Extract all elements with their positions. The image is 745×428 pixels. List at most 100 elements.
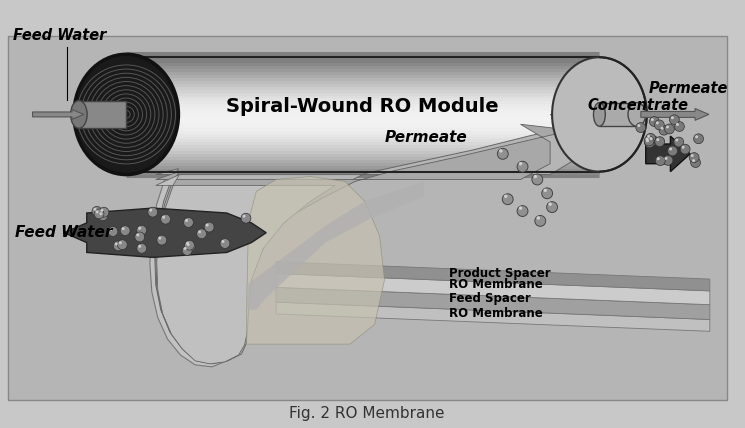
Ellipse shape xyxy=(692,159,695,162)
Polygon shape xyxy=(156,124,572,364)
Ellipse shape xyxy=(184,247,186,250)
Ellipse shape xyxy=(695,135,698,138)
Ellipse shape xyxy=(650,117,659,127)
Ellipse shape xyxy=(637,124,640,127)
Text: RO Membrane: RO Membrane xyxy=(448,279,542,291)
Ellipse shape xyxy=(71,101,87,128)
Ellipse shape xyxy=(650,137,653,140)
Ellipse shape xyxy=(628,103,646,126)
Ellipse shape xyxy=(161,214,171,224)
FancyArrow shape xyxy=(33,110,83,119)
Ellipse shape xyxy=(646,137,649,140)
Ellipse shape xyxy=(548,202,552,206)
Polygon shape xyxy=(276,302,710,331)
Ellipse shape xyxy=(137,225,147,235)
Ellipse shape xyxy=(542,188,553,199)
Polygon shape xyxy=(600,103,637,126)
Ellipse shape xyxy=(149,209,152,212)
Polygon shape xyxy=(156,175,335,364)
Ellipse shape xyxy=(183,246,192,256)
Polygon shape xyxy=(150,103,641,367)
Ellipse shape xyxy=(519,162,522,166)
Ellipse shape xyxy=(108,226,118,236)
Ellipse shape xyxy=(656,156,665,166)
Text: Spiral-Wound RO Module: Spiral-Wound RO Module xyxy=(226,97,499,116)
Ellipse shape xyxy=(655,137,665,146)
Ellipse shape xyxy=(498,149,508,159)
Polygon shape xyxy=(79,101,126,128)
Ellipse shape xyxy=(594,103,606,126)
Ellipse shape xyxy=(532,174,542,185)
Text: Fig. 2 RO Membrane: Fig. 2 RO Membrane xyxy=(289,406,445,421)
Text: Feed Spacer: Feed Spacer xyxy=(448,292,530,305)
Ellipse shape xyxy=(673,137,684,147)
Ellipse shape xyxy=(186,242,189,245)
Polygon shape xyxy=(126,57,600,172)
Ellipse shape xyxy=(504,195,507,198)
Ellipse shape xyxy=(183,217,194,227)
Ellipse shape xyxy=(547,202,557,213)
Ellipse shape xyxy=(99,212,102,215)
Ellipse shape xyxy=(115,242,118,245)
Ellipse shape xyxy=(644,136,654,146)
Ellipse shape xyxy=(644,138,655,148)
Ellipse shape xyxy=(99,207,109,217)
Ellipse shape xyxy=(139,227,141,230)
Ellipse shape xyxy=(185,219,188,222)
Polygon shape xyxy=(64,208,266,257)
Polygon shape xyxy=(247,176,384,344)
Ellipse shape xyxy=(666,125,669,128)
Ellipse shape xyxy=(675,139,678,142)
Ellipse shape xyxy=(187,243,190,246)
Ellipse shape xyxy=(120,226,130,235)
Ellipse shape xyxy=(517,205,528,217)
Ellipse shape xyxy=(646,140,649,142)
Ellipse shape xyxy=(95,211,98,214)
Ellipse shape xyxy=(101,209,104,212)
Ellipse shape xyxy=(74,54,179,175)
Ellipse shape xyxy=(659,125,669,135)
Ellipse shape xyxy=(92,206,102,216)
Ellipse shape xyxy=(543,189,547,192)
Ellipse shape xyxy=(533,175,537,178)
Ellipse shape xyxy=(535,215,545,226)
Ellipse shape xyxy=(691,154,694,157)
Ellipse shape xyxy=(118,240,127,250)
Ellipse shape xyxy=(157,235,167,245)
Ellipse shape xyxy=(691,158,700,167)
FancyArrow shape xyxy=(641,109,708,120)
Polygon shape xyxy=(276,273,710,305)
Text: Permeate: Permeate xyxy=(384,130,467,145)
Ellipse shape xyxy=(671,116,674,119)
Polygon shape xyxy=(276,262,710,291)
Text: Feed Water: Feed Water xyxy=(15,225,112,240)
Ellipse shape xyxy=(676,123,679,126)
Ellipse shape xyxy=(670,115,679,125)
Ellipse shape xyxy=(220,238,230,248)
Ellipse shape xyxy=(502,194,513,205)
Ellipse shape xyxy=(206,223,209,226)
Ellipse shape xyxy=(635,123,646,133)
Ellipse shape xyxy=(139,245,142,248)
Ellipse shape xyxy=(113,241,123,251)
Ellipse shape xyxy=(661,127,664,130)
Text: Feed Water: Feed Water xyxy=(13,29,107,44)
Ellipse shape xyxy=(98,211,108,221)
Ellipse shape xyxy=(663,155,673,165)
Text: Permeate: Permeate xyxy=(649,81,728,96)
Ellipse shape xyxy=(121,227,124,230)
Text: Product Spacer: Product Spacer xyxy=(448,267,551,279)
Ellipse shape xyxy=(119,241,122,244)
Ellipse shape xyxy=(186,242,195,252)
Ellipse shape xyxy=(657,157,660,160)
Ellipse shape xyxy=(94,209,104,219)
Ellipse shape xyxy=(648,136,658,146)
Polygon shape xyxy=(247,181,424,309)
Ellipse shape xyxy=(185,240,194,250)
Ellipse shape xyxy=(148,207,158,217)
Ellipse shape xyxy=(647,135,650,138)
Ellipse shape xyxy=(552,57,647,172)
Ellipse shape xyxy=(198,230,201,233)
Ellipse shape xyxy=(646,134,656,143)
Polygon shape xyxy=(8,36,726,400)
